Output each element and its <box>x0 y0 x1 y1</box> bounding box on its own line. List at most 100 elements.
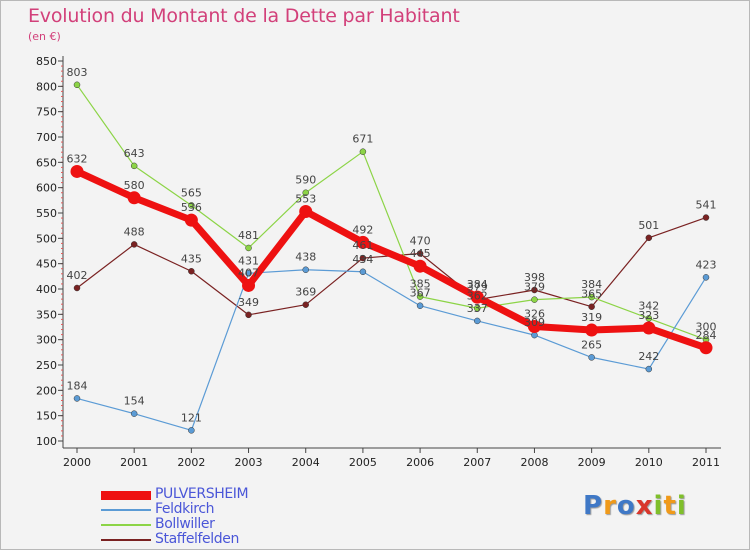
series-lines <box>70 81 713 434</box>
data-label: 384 <box>467 278 488 291</box>
data-point <box>70 164 84 178</box>
data-point <box>531 286 538 294</box>
y-tick-label: 500 <box>36 232 57 245</box>
legend-swatch <box>101 490 151 500</box>
y-tick-label: 250 <box>36 359 57 372</box>
data-point <box>299 204 313 218</box>
data-point <box>73 395 81 402</box>
x-tick-label: 2003 <box>235 456 263 469</box>
data-label: 643 <box>124 147 145 160</box>
data-label: 369 <box>295 286 316 299</box>
data-point <box>302 266 309 273</box>
data-label: 580 <box>124 179 145 192</box>
data-label: 470 <box>410 235 431 248</box>
data-point <box>645 315 653 322</box>
data-point <box>585 323 599 337</box>
data-point <box>702 274 710 281</box>
y-tick-label: 800 <box>36 80 57 93</box>
legend-label: PULVERSHEIM <box>155 486 249 502</box>
x-tick-label: 2007 <box>463 456 491 469</box>
y-tick-label: 750 <box>36 106 57 119</box>
data-label: 461 <box>352 239 373 252</box>
data-label: 337 <box>467 302 488 315</box>
y-tick-label: 650 <box>36 156 57 169</box>
data-label: 365 <box>581 288 602 301</box>
data-point <box>356 235 370 249</box>
data-label: 803 <box>67 66 88 79</box>
data-point <box>127 191 141 205</box>
logo-letter: i <box>676 491 687 521</box>
data-label: 154 <box>124 395 145 408</box>
data-point <box>359 254 367 262</box>
data-point <box>588 293 595 301</box>
data-label: 481 <box>238 229 259 242</box>
data-label: 398 <box>524 271 545 284</box>
data-point <box>699 341 713 355</box>
legend-swatch <box>101 539 151 541</box>
data-point <box>188 268 195 275</box>
data-label: 379 <box>467 281 488 294</box>
data-point <box>130 162 138 170</box>
logo-letter: t <box>663 491 677 521</box>
data-label: 488 <box>124 225 145 238</box>
series-line-feldkirch <box>76 269 707 431</box>
series-line-pulversheim <box>75 168 708 352</box>
data-point <box>588 354 595 361</box>
data-point <box>73 81 81 89</box>
y-tick-label: 450 <box>36 258 57 271</box>
data-label: 300 <box>696 321 717 334</box>
data-label: 438 <box>295 251 316 264</box>
data-label: 536 <box>181 201 202 214</box>
line-chart: 100 150 200 250 300 350 400 450 500 550 600 650 700 7… <box>36 55 721 469</box>
legend-swatch <box>101 524 151 526</box>
data-label: 362 <box>467 289 488 302</box>
data-point <box>642 321 656 335</box>
data-label: 632 <box>67 152 88 165</box>
data-point <box>188 427 195 434</box>
data-point <box>645 234 653 242</box>
data-label: 553 <box>295 192 316 205</box>
y-tick-label: 400 <box>36 283 57 296</box>
logo-letter: x <box>635 491 654 521</box>
x-tick-label: 2006 <box>406 456 434 469</box>
data-label: 379 <box>524 281 545 294</box>
legend-label: Feldkirch <box>155 501 215 517</box>
x-tick-label: 2008 <box>520 456 548 469</box>
data-point <box>531 331 538 339</box>
x-tick-label: 2002 <box>177 456 205 469</box>
data-label: 445 <box>410 247 431 260</box>
data-label: 492 <box>352 223 373 236</box>
data-point <box>416 250 424 257</box>
series-line-bollwiller <box>76 84 707 341</box>
logo-letter: P <box>583 491 604 521</box>
x-tick-label: 2000 <box>63 456 91 469</box>
data-point <box>184 213 198 227</box>
data-point <box>359 148 367 155</box>
data-point <box>73 284 81 292</box>
legend-label: Staffelfelden <box>155 531 239 547</box>
y-tick-label: 600 <box>36 182 57 195</box>
data-label: 565 <box>181 186 202 199</box>
proxiti-logo: Proxiti <box>583 491 687 521</box>
data-point <box>413 259 427 273</box>
data-label: 431 <box>238 254 259 267</box>
data-point <box>702 214 710 221</box>
y-tick-label: 300 <box>36 334 57 347</box>
logo-letter: o <box>616 491 636 521</box>
data-label: 541 <box>696 199 717 212</box>
data-label: 590 <box>295 174 316 187</box>
data-label: 265 <box>581 338 602 351</box>
data-point <box>245 311 252 319</box>
data-label: 407 <box>238 266 259 279</box>
data-label: 309 <box>524 316 545 329</box>
data-label: 402 <box>67 269 88 282</box>
data-point <box>470 290 484 304</box>
legend-swatch <box>101 509 151 511</box>
data-point <box>188 202 195 209</box>
data-label: 319 <box>581 311 602 324</box>
data-label: 242 <box>638 350 659 363</box>
data-point <box>416 293 424 300</box>
data-point <box>359 268 367 276</box>
